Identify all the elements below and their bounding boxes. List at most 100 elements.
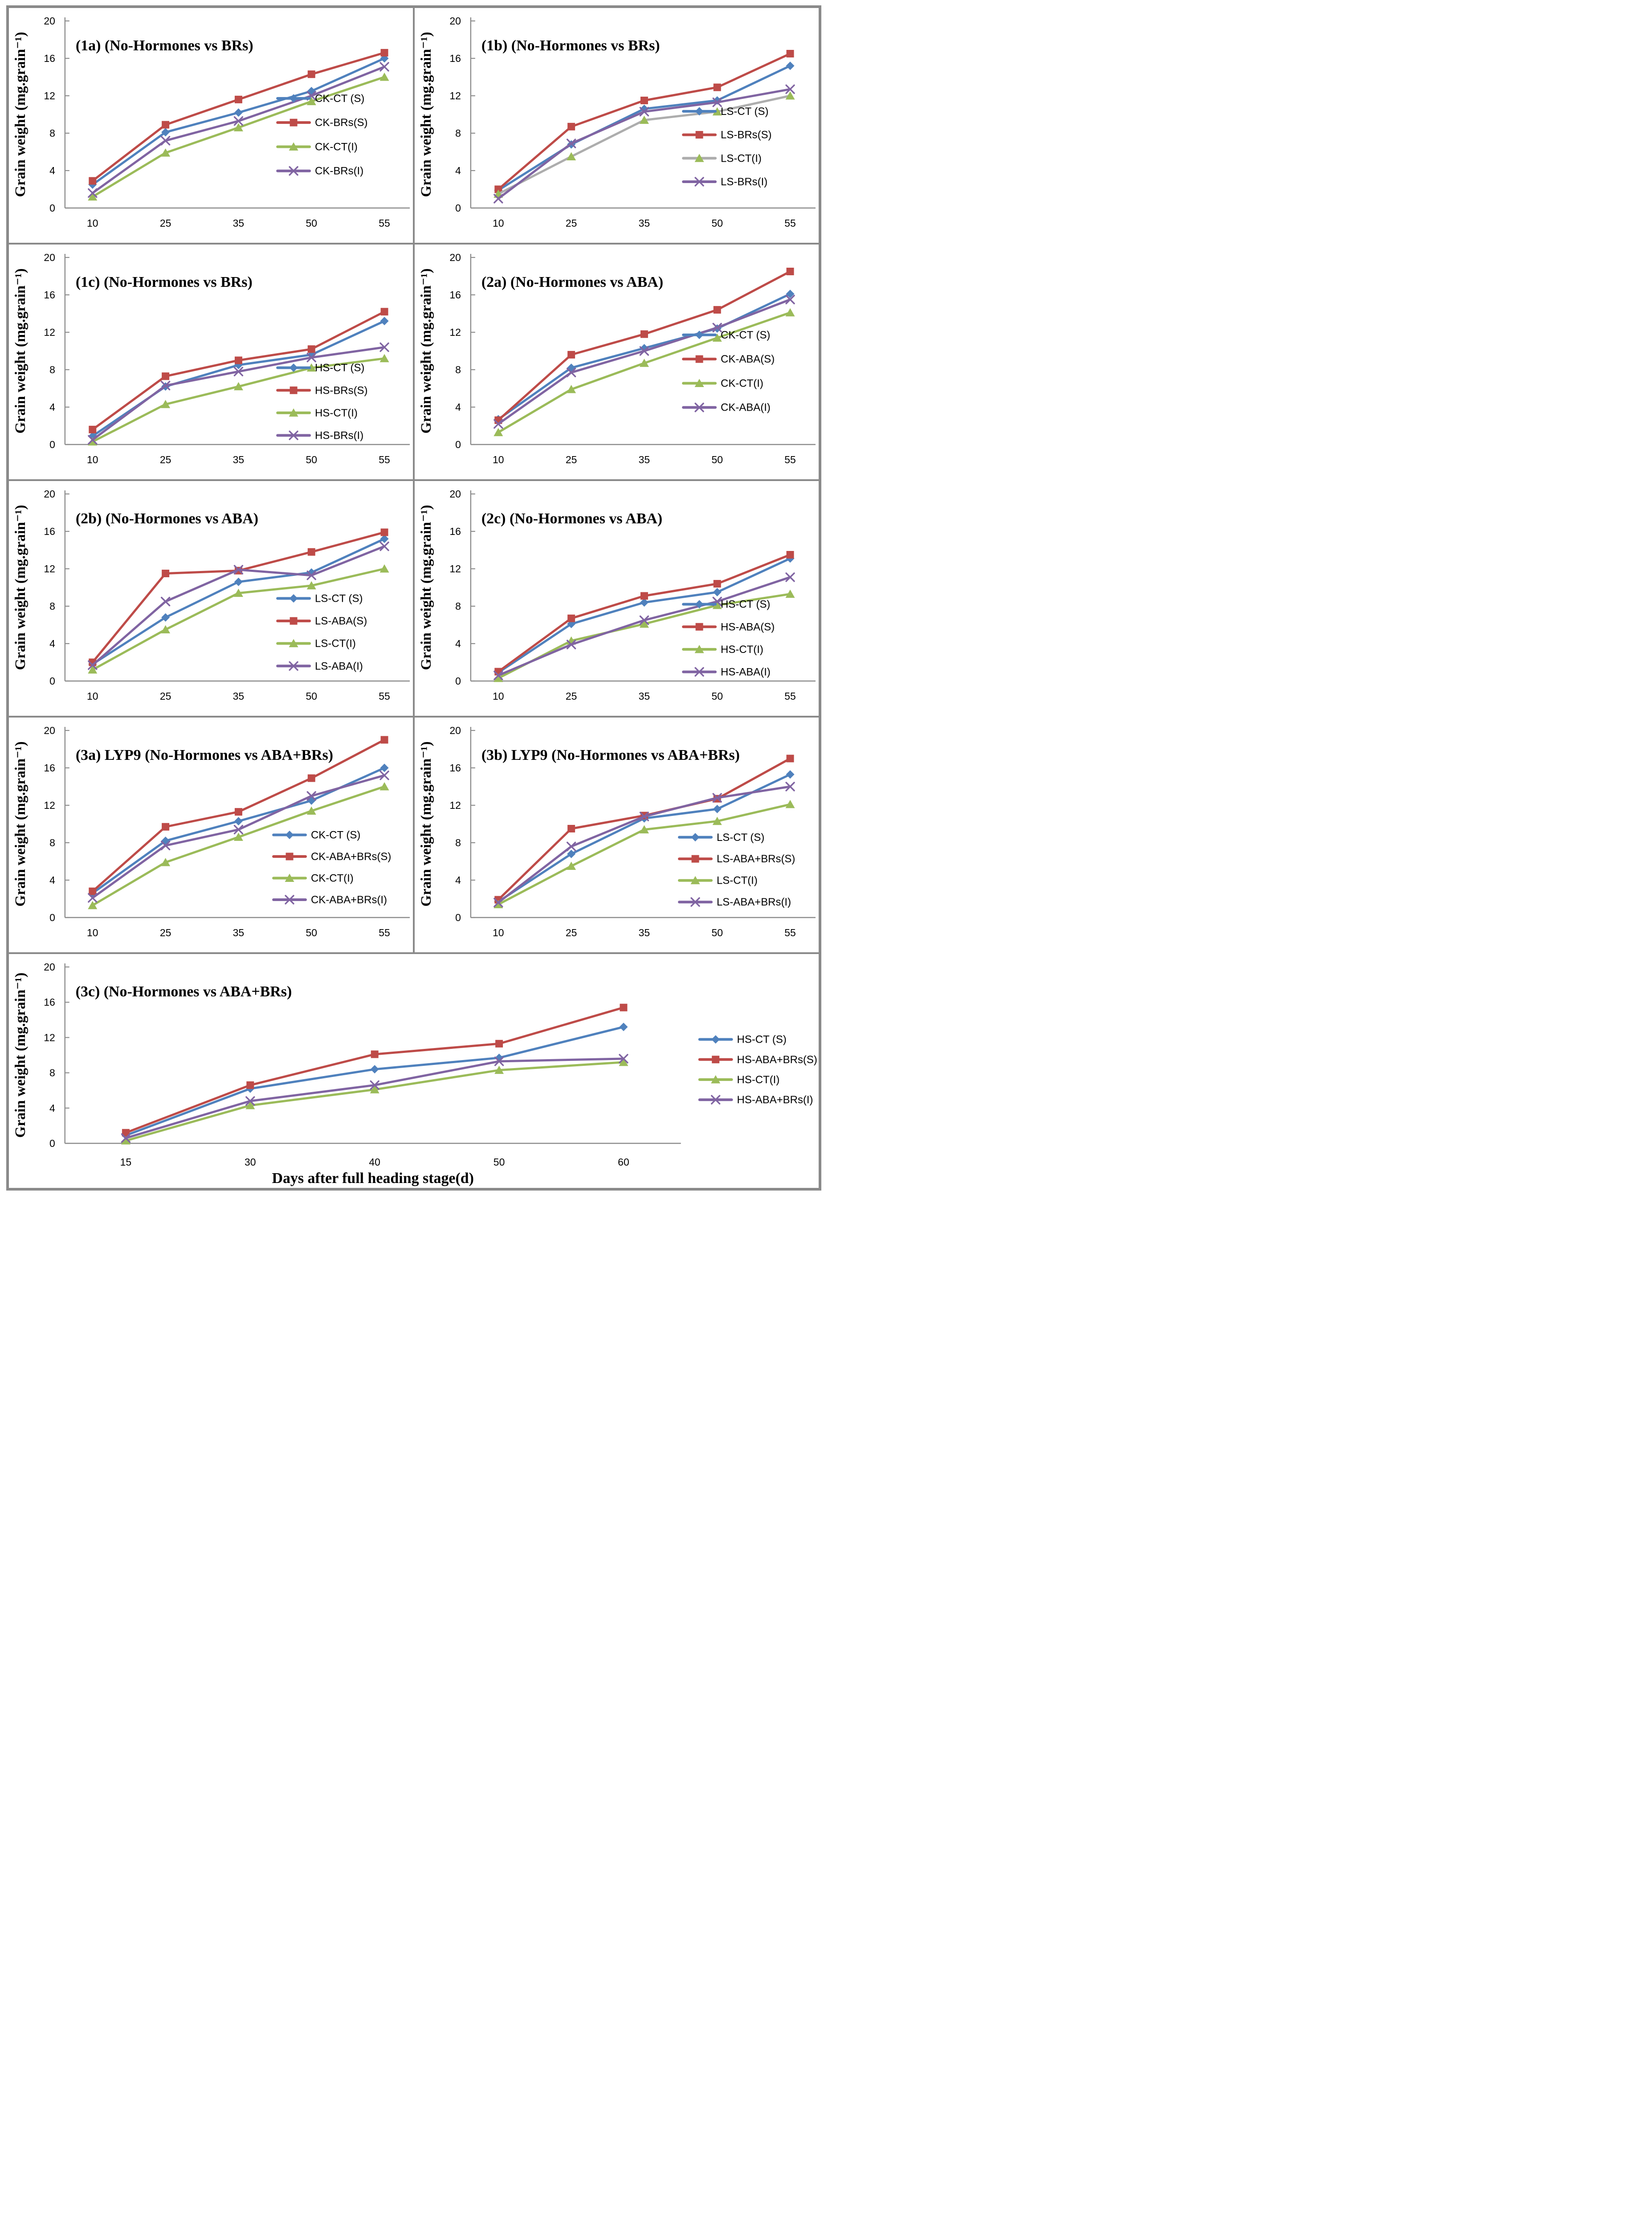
y-axis-label: Grain weight (mg.grain⁻¹) (418, 505, 434, 670)
y-tick-label: 8 (49, 127, 55, 139)
y-tick-label: 16 (44, 526, 55, 537)
legend-label: CK-BRs(S) (315, 117, 367, 129)
square-marker (380, 308, 388, 316)
triangle-marker (694, 379, 704, 387)
series-CK-CT(I) (88, 782, 389, 910)
legend-label: HS-ABA(I) (721, 666, 771, 678)
y-tick-labels: 0 4 8 12 16 20 (449, 15, 475, 214)
diamond-marker (567, 849, 576, 858)
panel-title: (3b) LYP9 (No-Hormones vs ABA+BRs) (481, 747, 740, 763)
triangle-marker (285, 873, 294, 882)
y-tick-label: 20 (44, 488, 55, 500)
y-axis-label: Grain weight (mg.grain⁻¹) (12, 742, 29, 907)
y-tick-label: 8 (49, 1067, 55, 1079)
square-marker (234, 356, 242, 364)
square-marker (786, 50, 794, 57)
square-marker (712, 1056, 720, 1064)
square-marker (162, 121, 170, 129)
square-marker (640, 330, 648, 338)
triangle-marker (785, 91, 795, 100)
x-tick-label: 10 (493, 454, 504, 465)
series-line (91, 785, 386, 907)
x-marker (566, 367, 576, 377)
series-HS-CT(I) (88, 354, 389, 446)
diamond-marker (234, 108, 243, 117)
y-tick-label: 8 (455, 127, 461, 139)
x-tick-labels: 10 25 35 50 55 (493, 690, 796, 702)
x-tick-label: 10 (87, 217, 98, 229)
x-marker (379, 771, 389, 780)
diamond-marker (380, 317, 389, 326)
y-tick-label: 12 (44, 799, 55, 811)
y-tick-label: 12 (449, 90, 461, 102)
series-LS-CT(I) (88, 564, 389, 674)
triangle-marker (289, 639, 298, 648)
triangle-marker (233, 832, 243, 841)
series-CK-BRs(S) (89, 49, 388, 185)
triangle-marker (161, 148, 171, 157)
axes (470, 254, 816, 445)
panel-cell-1a: 0 4 8 12 16 20 10 25 35 50 55 (1a) (No-Hormones vs … (8, 7, 414, 244)
x-marker (233, 116, 244, 126)
diamond-marker (307, 568, 316, 577)
x-tick-label: 25 (566, 454, 577, 465)
x-marker (712, 98, 722, 107)
diamond-marker (234, 577, 243, 586)
triangle-marker (161, 858, 171, 866)
legend-item-LS-CT(I): LS-CT(I) (276, 638, 356, 650)
panel-title: (3a) LYP9 (No-Hormones vs ABA+BRs) (76, 747, 333, 763)
legend-item-HS-ABA+BRs(S): HS-ABA+BRs(S) (698, 1054, 817, 1066)
x-tick-label: 35 (233, 454, 245, 465)
triangle-marker (785, 799, 795, 808)
legend-label: HS-BRs(S) (315, 384, 367, 396)
x-tick-label: 35 (639, 927, 650, 938)
axes (64, 963, 681, 1144)
x-marker (121, 1133, 131, 1143)
panel-cell-2a: 0 4 8 12 16 20 10 25 35 50 55 (2a) (No-Hormones vs … (414, 244, 820, 480)
x-marker (379, 62, 389, 72)
series-CK-ABA(I) (494, 294, 795, 429)
x-marker (566, 139, 576, 148)
x-tick-label: 35 (233, 690, 245, 702)
legend-item-HS-CT-(S): HS-CT (S) (276, 362, 364, 374)
triangle-marker (494, 428, 503, 436)
triangle-marker (712, 816, 722, 825)
diamond-marker (786, 770, 795, 779)
triangle-marker (289, 142, 298, 151)
x-marker (379, 342, 389, 352)
y-tick-label: 20 (44, 961, 55, 973)
x-marker (233, 824, 244, 835)
triangle-marker (233, 382, 243, 391)
y-axis-label: Grain weight (mg.grain⁻¹) (12, 973, 29, 1138)
figure-grid: 0 4 8 12 16 20 10 25 35 50 55 (1a) (No-Hormones vs … (8, 7, 820, 1189)
legend-label: LS-BRs(I) (721, 176, 767, 188)
series-line (124, 1061, 625, 1142)
legend-label: HS-CT (S) (737, 1034, 787, 1046)
x-tick-label: 40 (369, 1156, 380, 1168)
triangle-marker (639, 825, 649, 834)
y-tick-label: 16 (449, 762, 461, 774)
x-marker (285, 895, 294, 905)
panel-title: (3c) (No-Hormones vs ABA+BRs) (76, 983, 292, 1000)
square-marker (713, 580, 721, 588)
square-marker (89, 425, 97, 433)
legend-item-CK-CT-(S): CK-CT (S) (276, 93, 364, 105)
legend-label: LS-CT(I) (721, 152, 762, 164)
y-tick-label: 8 (455, 364, 461, 375)
x-tick-label: 55 (784, 927, 796, 938)
legend: HS-CT (S) HS-ABA(S) HS-CT(I) HS-ABA(I) (682, 599, 775, 678)
x-marker (712, 793, 722, 803)
square-marker (307, 70, 315, 78)
x-marker (289, 166, 298, 176)
diamond-marker (713, 804, 722, 813)
chart-panel-3b: 0 4 8 12 16 20 10 25 35 50 55 (3b) LYP9 (No-Hormone… (418, 725, 816, 938)
series-HS-BRs(I) (88, 342, 389, 445)
x-marker (306, 353, 316, 363)
square-marker (122, 1129, 130, 1137)
legend-label: LS-ABA+BRs(I) (717, 896, 791, 908)
triangle-marker (245, 1101, 255, 1109)
x-tick-label: 55 (379, 690, 390, 702)
diamond-marker (161, 613, 170, 622)
x-tick-label: 10 (87, 927, 98, 938)
x-marker (494, 194, 503, 204)
